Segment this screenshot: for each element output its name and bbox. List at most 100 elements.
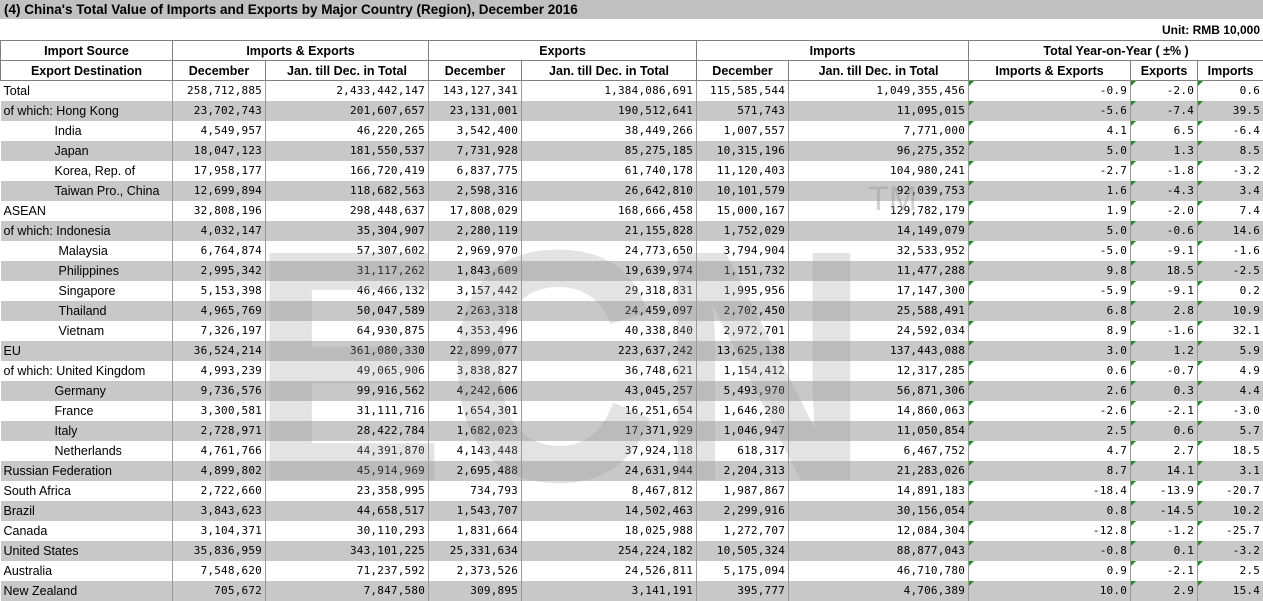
table-cell: -3.2 bbox=[1198, 161, 1263, 181]
table-cell: 5.0 bbox=[969, 221, 1131, 241]
trade-table: Import Source Imports & Exports Exports … bbox=[0, 40, 1263, 601]
header-col-yoy-ex: Exports bbox=[1131, 61, 1198, 81]
table-cell: 10.9 bbox=[1198, 301, 1263, 321]
table-cell: 4.9 bbox=[1198, 361, 1263, 381]
table-cell: -9.1 bbox=[1131, 241, 1198, 261]
table-cell: 5,493,970 bbox=[697, 381, 789, 401]
table-cell: 1,384,086,691 bbox=[522, 81, 697, 101]
table-cell: 1,654,301 bbox=[429, 401, 522, 421]
header-export-destination: Export Destination bbox=[1, 61, 173, 81]
table-cell: -1.6 bbox=[1131, 321, 1198, 341]
row-label: New Zealand bbox=[1, 581, 173, 601]
row-label: Italy bbox=[1, 421, 173, 441]
table-cell: 31,111,716 bbox=[266, 401, 429, 421]
table-cell: 1,007,557 bbox=[697, 121, 789, 141]
table-cell: 15.4 bbox=[1198, 581, 1263, 601]
table-cell: 1,046,947 bbox=[697, 421, 789, 441]
table-cell: 2.7 bbox=[1131, 441, 1198, 461]
row-label: Canada bbox=[1, 521, 173, 541]
table-cell: 10,315,196 bbox=[697, 141, 789, 161]
row-label: Australia bbox=[1, 561, 173, 581]
table-cell: 343,101,225 bbox=[266, 541, 429, 561]
table-cell: 39.5 bbox=[1198, 101, 1263, 121]
table-cell: 1.3 bbox=[1131, 141, 1198, 161]
table-cell: 168,666,458 bbox=[522, 201, 697, 221]
table-cell: -18.4 bbox=[969, 481, 1131, 501]
table-cell: 2,995,342 bbox=[173, 261, 266, 281]
table-cell: 17,808,029 bbox=[429, 201, 522, 221]
table-cell: -5.6 bbox=[969, 101, 1131, 121]
table-cell: 18.5 bbox=[1131, 261, 1198, 281]
table-cell: 0.3 bbox=[1131, 381, 1198, 401]
table-cell: 12,084,304 bbox=[789, 521, 969, 541]
table-cell: 24,773,650 bbox=[522, 241, 697, 261]
table-cell: 143,127,341 bbox=[429, 81, 522, 101]
table-cell: 8.5 bbox=[1198, 141, 1263, 161]
table-cell: 1,154,412 bbox=[697, 361, 789, 381]
table-cell: 4,032,147 bbox=[173, 221, 266, 241]
table-cell: 57,307,602 bbox=[266, 241, 429, 261]
table-cell: 4,242,606 bbox=[429, 381, 522, 401]
table-cell: 17,958,177 bbox=[173, 161, 266, 181]
table-cell: 705,672 bbox=[173, 581, 266, 601]
table-cell: 395,777 bbox=[697, 581, 789, 601]
table-cell: 1,272,707 bbox=[697, 521, 789, 541]
table-cell: 7,847,580 bbox=[266, 581, 429, 601]
table-cell: 3,141,191 bbox=[522, 581, 697, 601]
table-cell: 7,326,197 bbox=[173, 321, 266, 341]
table-cell: 24,459,097 bbox=[522, 301, 697, 321]
table-cell: -2.7 bbox=[969, 161, 1131, 181]
table-cell: 5,175,094 bbox=[697, 561, 789, 581]
table-cell: 11,477,288 bbox=[789, 261, 969, 281]
table-cell: -5.0 bbox=[969, 241, 1131, 261]
table-cell: 0.9 bbox=[969, 561, 1131, 581]
table-cell: 2,433,442,147 bbox=[266, 81, 429, 101]
table-cell: 1.6 bbox=[969, 181, 1131, 201]
table-cell: 254,224,182 bbox=[522, 541, 697, 561]
header-col-ie-total: Jan. till Dec. in Total bbox=[266, 61, 429, 81]
table-cell: 4.4 bbox=[1198, 381, 1263, 401]
table-cell: 12,699,894 bbox=[173, 181, 266, 201]
table-cell: 1,682,023 bbox=[429, 421, 522, 441]
table-cell: 44,391,870 bbox=[266, 441, 429, 461]
table-cell: -6.4 bbox=[1198, 121, 1263, 141]
table-cell: 23,131,001 bbox=[429, 101, 522, 121]
table-cell: -0.7 bbox=[1131, 361, 1198, 381]
table-cell: -12.8 bbox=[969, 521, 1131, 541]
table-cell: 88,877,043 bbox=[789, 541, 969, 561]
table-cell: 9,736,576 bbox=[173, 381, 266, 401]
table-cell: -2.0 bbox=[1131, 201, 1198, 221]
table-cell: 14.6 bbox=[1198, 221, 1263, 241]
table-cell: 1.2 bbox=[1131, 341, 1198, 361]
table-cell: 17,371,929 bbox=[522, 421, 697, 441]
table-cell: 18.5 bbox=[1198, 441, 1263, 461]
table-cell: 5,153,398 bbox=[173, 281, 266, 301]
page-title: (4) China's Total Value of Imports and E… bbox=[0, 0, 1263, 20]
table-cell: 734,793 bbox=[429, 481, 522, 501]
table-cell: 1,049,355,456 bbox=[789, 81, 969, 101]
row-label: Singapore bbox=[1, 281, 173, 301]
table-cell: 7,731,928 bbox=[429, 141, 522, 161]
table-cell: 37,924,118 bbox=[522, 441, 697, 461]
table-cell: 3,157,442 bbox=[429, 281, 522, 301]
table-cell: 6,837,775 bbox=[429, 161, 522, 181]
table-cell: 0.8 bbox=[969, 501, 1131, 521]
table-cell: -0.9 bbox=[969, 81, 1131, 101]
table-cell: 56,871,306 bbox=[789, 381, 969, 401]
table-cell: 92,039,753 bbox=[789, 181, 969, 201]
row-label: India bbox=[1, 121, 173, 141]
table-cell: 14,891,183 bbox=[789, 481, 969, 501]
table-cell: 45,914,969 bbox=[266, 461, 429, 481]
table-cell: 99,916,562 bbox=[266, 381, 429, 401]
row-label: of which: Hong Kong bbox=[1, 101, 173, 121]
